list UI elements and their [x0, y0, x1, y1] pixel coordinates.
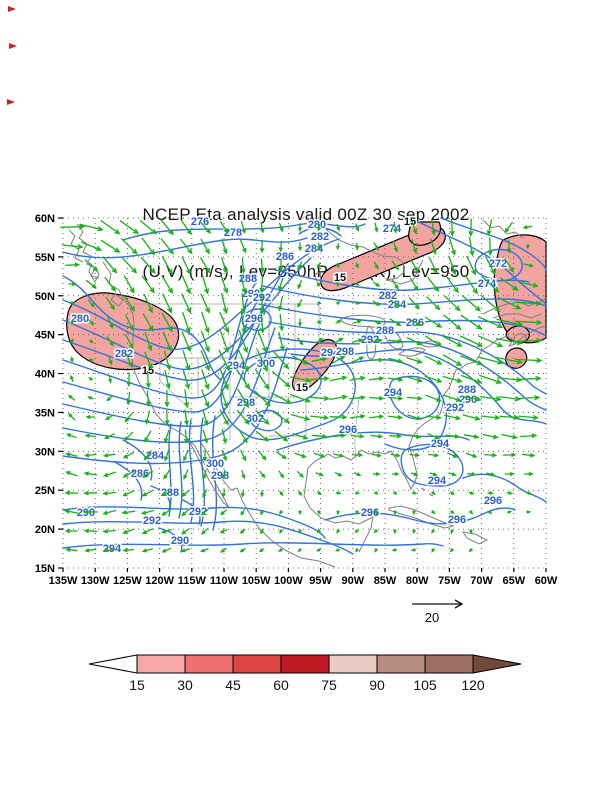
- y-axis-tick-label: 45N: [35, 330, 55, 342]
- y-axis-tick-label: 40N: [35, 369, 55, 381]
- x-axis-tick-label: 70W: [470, 575, 493, 587]
- artifact-mark: [8, 6, 16, 12]
- wind-reference-arrow: 20: [412, 599, 464, 625]
- graticule-grid: 135W 130W 125W 120W 115W 110W 105W 100W 95W 90W 85…: [35, 213, 558, 587]
- contour-label: 284: [146, 450, 165, 462]
- contour-label: 296: [448, 514, 466, 526]
- contour-label: 290: [171, 535, 189, 547]
- contour-label: 298: [336, 346, 354, 358]
- contour-label: 292: [361, 334, 379, 346]
- colorbar-left-arrow: [88, 654, 138, 674]
- y-axis-tick-label: 35N: [35, 407, 55, 419]
- x-axis-tick-label: 115W: [178, 575, 207, 587]
- x-axis-tick-label: 75W: [438, 575, 461, 587]
- colorbar-tick-label: 15: [129, 677, 145, 693]
- y-axis-tick-label: 30N: [35, 446, 55, 458]
- contour-label: 286: [131, 468, 149, 480]
- x-axis-tick-label: 120W: [145, 575, 174, 587]
- contour-label: 300: [206, 458, 224, 470]
- contour-label: 294: [103, 543, 122, 555]
- contour-label: 294: [227, 360, 246, 372]
- colorbar-tick-label: 105: [413, 677, 437, 693]
- contour-label: 300: [257, 358, 275, 370]
- contour-label: 294: [431, 438, 450, 450]
- colorbar-tick-label: 30: [177, 677, 193, 693]
- shading-value-label: 15: [296, 382, 308, 394]
- contour-label: 272: [489, 258, 507, 270]
- artifact-mark: [7, 99, 15, 105]
- colorbar-segment: [280, 654, 330, 674]
- map-plot-area: 135W 130W 125W 120W 115W 110W 105W 100W 95W 90W 85…: [35, 213, 558, 587]
- contour-label: 282: [311, 231, 329, 243]
- contour-label: 296: [484, 495, 502, 507]
- contour-label: 280: [308, 219, 326, 231]
- x-axis-tick-label: 105W: [242, 575, 271, 587]
- colorbar-tick-label: 120: [461, 677, 485, 693]
- y-axis-tick-label: 60N: [35, 213, 55, 225]
- colorbar-right-arrow: [472, 654, 522, 674]
- contour-label: 288: [161, 487, 179, 499]
- x-axis-tick-label: 135W: [49, 575, 78, 587]
- x-axis-tick-label: 85W: [374, 575, 397, 587]
- artifact-mark: [9, 43, 17, 49]
- colorbar-tick-label: 90: [369, 677, 385, 693]
- contour-label: 288: [376, 325, 394, 337]
- y-axis-tick-label: 20N: [35, 524, 55, 536]
- wind-arrows-layer: [60, 218, 543, 553]
- x-axis-tick-label: 125W: [113, 575, 142, 587]
- x-axis-tick-label: 100W: [274, 575, 303, 587]
- colorbar-tick-label: 75: [321, 677, 337, 693]
- x-axis-tick-label: 65W: [502, 575, 525, 587]
- colorbar-segment: [184, 654, 234, 674]
- y-axis-tick-label: 55N: [35, 252, 55, 264]
- plot-title: NCEP Eta analysis valid 00Z 30 sep 2002 …: [0, 167, 612, 319]
- contour-label: 274: [478, 278, 497, 290]
- y-axis-tick-label: 15N: [35, 563, 55, 575]
- contour-label: 286: [276, 251, 294, 263]
- contour-label: 274: [383, 223, 402, 235]
- contour-label: 282: [115, 348, 133, 360]
- colorbar-tick-label: 45: [225, 677, 241, 693]
- x-axis-tick-label: 80W: [406, 575, 429, 587]
- colorbar-segment: [376, 654, 426, 674]
- plot-title-line-1: NCEP Eta analysis valid 00Z 30 sep 2002: [142, 205, 470, 224]
- colorbar-segment: [136, 654, 186, 674]
- contour-label: 294: [321, 347, 340, 359]
- contour-label: 284: [305, 243, 324, 255]
- x-axis-tick-label: 130W: [81, 575, 110, 587]
- colorbar-legend: 15 30 45 60 75 90 105 120: [88, 654, 522, 693]
- x-axis-tick-label: 95W: [309, 575, 332, 587]
- contour-label: 296: [245, 313, 263, 325]
- y-axis-tick-label: 25N: [35, 485, 55, 497]
- colorbar-segment: [424, 654, 474, 674]
- y-axis-tick-label: 50N: [35, 291, 55, 303]
- colorbar-segment: [328, 654, 378, 674]
- contour-label: 280: [71, 313, 89, 325]
- contour-label: 282: [379, 290, 397, 302]
- artifact-marks: [7, 6, 17, 105]
- x-axis-tick-label: 60W: [535, 575, 558, 587]
- contour-label: 296: [361, 507, 379, 519]
- contour-label: 292: [143, 515, 161, 527]
- x-axis-tick-label: 90W: [341, 575, 364, 587]
- shading-value-label: 15: [334, 272, 346, 284]
- contour-label: 288: [458, 384, 476, 396]
- colorbar-tick-label: 60: [273, 677, 289, 693]
- contour-label: 294: [428, 475, 447, 487]
- contour-label: 298: [211, 470, 229, 482]
- contour-label: 296: [339, 424, 357, 436]
- wind-reference-value: 20: [425, 610, 439, 625]
- colorbar-segment: [232, 654, 282, 674]
- contour-label: 292: [446, 402, 464, 414]
- x-axis-tick-label: 110W: [210, 575, 239, 587]
